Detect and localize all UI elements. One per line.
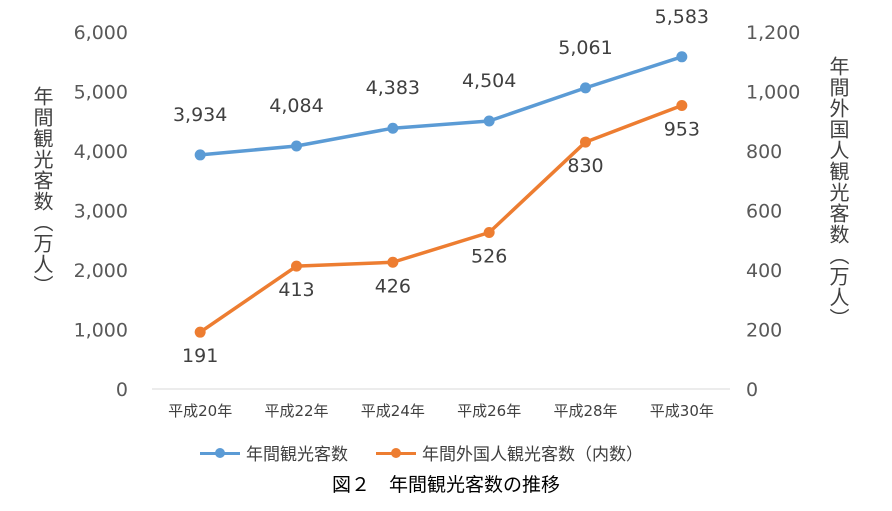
left-tick-label: 0: [116, 379, 128, 401]
left-axis-title: 年間観光客数（万人）: [30, 86, 54, 296]
right-tick-label: 1,000: [746, 82, 800, 104]
left-tick-label: 2,000: [74, 260, 128, 282]
legend-label-total: 年間観光客数: [246, 445, 348, 465]
data-point-total: [580, 82, 591, 94]
right-tick-label: 0: [746, 379, 758, 401]
right-tick-label: 400: [746, 260, 782, 282]
data-label-foreign: 526: [471, 246, 507, 268]
x-tick-label: 平成28年: [553, 402, 617, 420]
figure-caption: 図２ 年間観光客数の推移: [331, 474, 560, 496]
series-line-foreign: [198, 103, 684, 334]
right-axis-title: 年間外国人観光客数（万人）: [826, 56, 850, 329]
data-point-total: [194, 149, 206, 161]
data-point-total: [483, 115, 495, 127]
right-tick-label: 1,200: [746, 22, 800, 44]
x-tick-label: 平成22年: [264, 402, 328, 420]
data-label-foreign: 413: [278, 279, 314, 301]
series-line-total: [198, 55, 684, 157]
legend-swatch-foreign: [376, 445, 416, 461]
data-point-foreign: [194, 326, 206, 338]
data-point-foreign: [483, 227, 495, 239]
data-point-foreign: [676, 99, 688, 111]
left-tick-label: 6,000: [74, 22, 128, 44]
data-label-foreign: 830: [567, 155, 603, 177]
data-point-total: [291, 140, 302, 152]
legend-item-total: 年間観光客数: [200, 440, 348, 465]
data-point-foreign: [291, 260, 302, 272]
right-tick-label: 200: [746, 320, 782, 342]
data-point-foreign: [580, 136, 591, 148]
x-tick-label: 平成30年: [650, 402, 714, 420]
left-tick-label: 1,000: [74, 320, 128, 342]
legend: 年間観光客数 年間外国人観光客数（内数）: [200, 440, 671, 465]
left-tick-label: 4,000: [74, 141, 128, 163]
x-tick-label: 平成20年: [168, 402, 232, 420]
left-tick-label: 3,000: [74, 201, 128, 223]
x-tick-label: 平成26年: [457, 402, 521, 420]
data-label-total: 3,934: [173, 104, 227, 126]
data-point-foreign: [387, 256, 399, 268]
left-tick-label: 5,000: [74, 82, 128, 104]
x-tick-label: 平成24年: [361, 402, 425, 420]
data-label-total: 4,084: [269, 95, 323, 117]
right-tick-label: 600: [746, 201, 782, 223]
data-point-total: [387, 122, 399, 134]
data-point-total: [676, 51, 688, 63]
data-label-total: 4,504: [462, 70, 516, 92]
data-label-foreign: 426: [375, 275, 411, 297]
data-label-total: 5,583: [655, 6, 709, 28]
data-label-total: 4,383: [366, 77, 420, 99]
data-label-foreign: 953: [664, 118, 700, 140]
data-label-foreign: 191: [182, 345, 218, 367]
legend-item-foreign: 年間外国人観光客数（内数）: [376, 440, 643, 465]
legend-swatch-total: [200, 445, 240, 461]
data-label-total: 5,061: [558, 37, 612, 59]
right-tick-label: 800: [746, 141, 782, 163]
legend-label-foreign: 年間外国人観光客数（内数）: [422, 445, 643, 465]
